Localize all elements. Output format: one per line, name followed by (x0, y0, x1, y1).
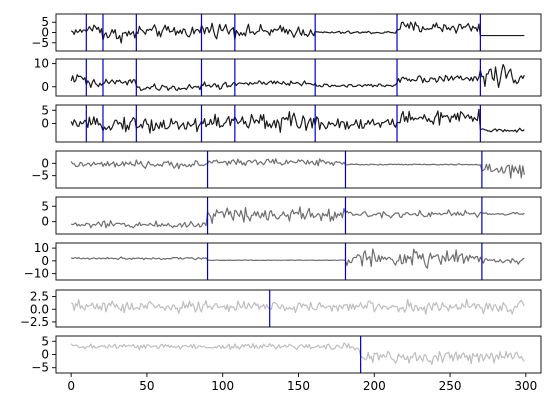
y-tick-label: 5 (41, 334, 49, 348)
y-tick-label: −5 (31, 36, 49, 50)
y-tick-label: 10 (34, 57, 49, 71)
y-tick-label: 5 (41, 103, 49, 117)
panel-5: 50 (41, 196, 542, 235)
panel-6: 100−10 (24, 241, 542, 281)
y-tick-label: 0 (41, 117, 49, 131)
series-line-6 (70, 248, 525, 269)
panel-frame (55, 58, 542, 97)
y-tick-label: 0.0 (30, 302, 49, 316)
panel-1: 50−5 (31, 13, 542, 52)
x-tick-label: 300 (514, 379, 537, 393)
panel-frame (55, 104, 542, 143)
y-tick-label: 10 (34, 241, 49, 255)
series-line-1 (70, 21, 525, 44)
y-tick-label: −5 (31, 169, 49, 183)
y-tick-label: 5 (41, 199, 49, 213)
y-tick-label: 0 (41, 254, 49, 268)
panel-7: 2.50.0−2.5 (20, 289, 542, 329)
series-line-2 (70, 63, 525, 92)
panel-2: 10 0 (34, 57, 542, 97)
panel-frame (55, 242, 542, 281)
y-tick-label: 2.5 (30, 290, 49, 304)
series-line-4 (70, 158, 525, 179)
y-tick-label: 0 (41, 26, 49, 40)
panel-4: 0−5 (31, 150, 542, 189)
x-tick-label: 0 (67, 379, 75, 393)
panel-3: 50 (41, 103, 542, 143)
x-tick-label: 50 (139, 379, 154, 393)
panel-frame (55, 196, 542, 235)
y-tick-label: 0 (41, 215, 49, 229)
series-line-7 (70, 298, 525, 315)
series-line-3 (70, 108, 525, 134)
y-tick-label: −2.5 (20, 315, 49, 329)
x-tick-label: 200 (363, 379, 386, 393)
y-tick-label: 5 (41, 15, 49, 29)
x-tick-label: 150 (287, 379, 310, 393)
series-line-5 (70, 206, 525, 229)
y-tick-label: 0 (41, 156, 49, 170)
y-tick-label: −5 (31, 361, 49, 375)
series-line-8 (70, 342, 525, 365)
x-tick-label: 250 (439, 379, 462, 393)
x-tick-label: 100 (211, 379, 234, 393)
panel-frame (55, 335, 542, 374)
y-tick-label: 0 (41, 80, 49, 94)
y-tick-label: 0 (41, 348, 49, 362)
y-tick-label: −10 (24, 267, 49, 281)
panel-frame (55, 289, 542, 328)
panel-8: 50−5 (31, 334, 542, 375)
panel-frame (55, 150, 542, 189)
